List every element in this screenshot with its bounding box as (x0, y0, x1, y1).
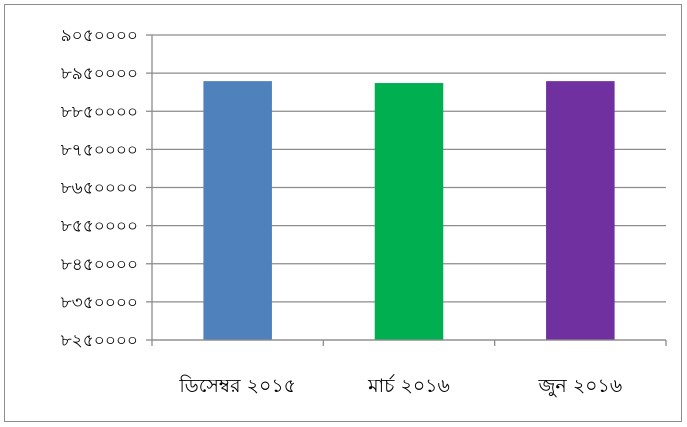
x-category-label: ডিসেম্বর ২০১৫ (178, 375, 296, 397)
bars (203, 81, 615, 340)
y-tick-label: ৮৭৫০০০০ (61, 140, 138, 160)
axes (146, 34, 667, 346)
x-category-label: মার্চ ২০১৬ (367, 374, 450, 397)
y-tick-labels: ৮২৫০০০০ ৮৩৫০০০০ ৮৪৫০০০০ ৮৫৫০০০০ ৮৬৫০০০০ ৮৭৫০০… (61, 26, 138, 351)
x-category-label: জুন ২০১৬ (537, 375, 622, 398)
y-tick-label: ৮৪৫০০০০ (61, 255, 138, 275)
bar (374, 83, 444, 340)
y-tick-label: ৮২৫০০০০ (61, 331, 138, 351)
bar (203, 81, 272, 340)
y-tick-label: ৯০৫০০০০ (61, 26, 138, 46)
y-tick-label: ৮৫৫০০০০ (61, 217, 138, 237)
y-tick-label: ৮৯৫০০০০ (61, 64, 138, 84)
y-tick-label: ৮৮৫০০০০ (61, 102, 138, 122)
y-tick-label: ৮৬৫০০০০ (61, 179, 138, 199)
x-category-labels: ডিসেম্বর ২০১৫ মার্চ ২০১৬ জুন ২০১৬ (178, 374, 622, 397)
y-tick-label: ৮৩৫০০০০ (61, 293, 138, 313)
bar (546, 81, 615, 340)
